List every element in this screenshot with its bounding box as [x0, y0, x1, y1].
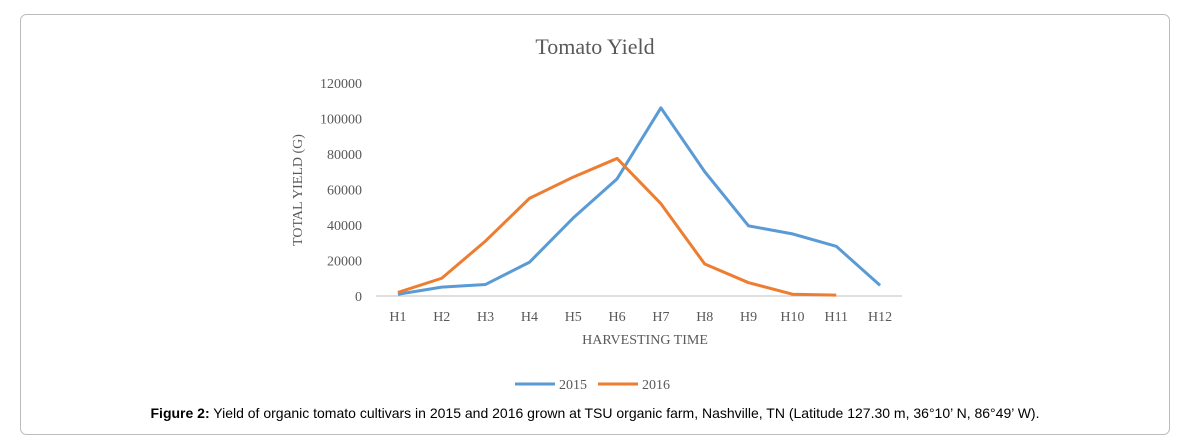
x-tick-label: H3 — [477, 310, 494, 325]
x-axis-title: HARVESTING TIME — [582, 333, 708, 348]
x-tick-label: H7 — [652, 310, 669, 325]
x-tick-label: H2 — [433, 310, 450, 325]
y-tick-label: 80000 — [327, 148, 362, 163]
x-tick-label: H9 — [740, 310, 757, 325]
x-tick-label: H11 — [824, 310, 848, 325]
x-tick-label: H12 — [868, 310, 892, 325]
y-tick-label: 100000 — [320, 113, 362, 128]
y-tick-label: 60000 — [327, 184, 362, 199]
y-tick-label: 20000 — [327, 255, 362, 270]
x-tick-label: H10 — [780, 310, 804, 325]
y-axis-title: TOTAL YIELD (G) — [291, 134, 306, 246]
x-tick-label: H6 — [609, 310, 626, 325]
y-tick-label: 0 — [355, 290, 362, 305]
data-line — [397, 106, 882, 296]
x-tick-label: H5 — [565, 310, 582, 325]
chart-title: Tomato Yield — [535, 34, 654, 59]
legend-label: 2016 — [642, 378, 670, 393]
legend-label: 2015 — [559, 378, 587, 393]
y-tick-label: 40000 — [327, 219, 362, 234]
caption-label: Figure 2: — [151, 405, 210, 421]
plot-background — [376, 83, 902, 296]
y-tick-label: 120000 — [320, 77, 362, 92]
x-tick-label: H4 — [521, 310, 538, 325]
x-tick-label: H8 — [696, 310, 713, 325]
caption: Figure 2: Yield of organic tomato cultiv… — [151, 405, 1040, 421]
caption-text: Yield of organic tomato cultivars in 201… — [210, 405, 1040, 421]
x-tick-label: H1 — [389, 310, 406, 325]
data-line — [397, 156, 837, 297]
